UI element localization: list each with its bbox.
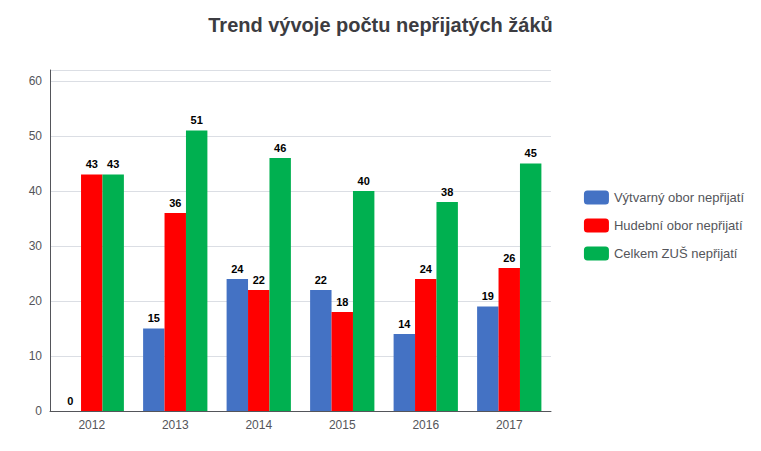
svg-text:38: 38 [441, 186, 453, 198]
svg-text:15: 15 [148, 312, 160, 324]
svg-text:43: 43 [86, 158, 98, 170]
svg-text:2017: 2017 [496, 418, 523, 432]
svg-text:46: 46 [274, 142, 286, 154]
svg-text:50: 50 [29, 129, 43, 143]
svg-text:40: 40 [29, 184, 43, 198]
svg-text:0: 0 [67, 395, 73, 407]
svg-text:Hudební obor nepřijatí: Hudební obor nepřijatí [614, 218, 743, 233]
svg-text:2015: 2015 [329, 418, 356, 432]
svg-text:24: 24 [420, 263, 433, 275]
svg-text:26: 26 [503, 252, 515, 264]
svg-text:0: 0 [35, 404, 42, 418]
svg-text:30: 30 [29, 239, 43, 253]
svg-text:19: 19 [482, 290, 494, 302]
svg-text:10: 10 [29, 349, 43, 363]
svg-text:36: 36 [169, 197, 181, 209]
svg-text:14: 14 [398, 318, 411, 330]
svg-text:45: 45 [525, 147, 537, 159]
svg-text:2014: 2014 [245, 418, 272, 432]
svg-text:Trend vývoje počtu nepřijatých: Trend vývoje počtu nepřijatých žáků [208, 14, 553, 36]
svg-text:22: 22 [315, 274, 327, 286]
svg-text:51: 51 [191, 114, 203, 126]
svg-text:43: 43 [107, 158, 119, 170]
svg-text:2016: 2016 [412, 418, 439, 432]
svg-text:60: 60 [29, 74, 43, 88]
svg-text:24: 24 [231, 263, 244, 275]
svg-text:18: 18 [336, 296, 348, 308]
svg-text:2013: 2013 [162, 418, 189, 432]
svg-text:2012: 2012 [78, 418, 105, 432]
svg-text:Výtvarný obor nepřijatí: Výtvarný obor nepřijatí [614, 190, 744, 205]
svg-text:Celkem ZUŠ nepřijatí: Celkem ZUŠ nepřijatí [614, 246, 738, 261]
svg-text:22: 22 [253, 274, 265, 286]
svg-text:40: 40 [358, 175, 370, 187]
svg-text:20: 20 [29, 294, 43, 308]
